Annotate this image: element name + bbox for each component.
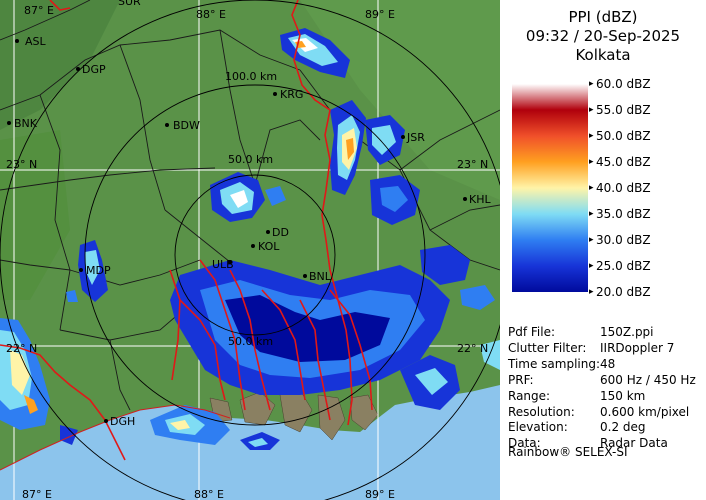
grid-label-89e-bottom: 89° E xyxy=(365,488,395,500)
legend-swatch xyxy=(512,214,588,240)
legend-label: 55.0 dBZ xyxy=(596,103,651,117)
grid-label-88e-top: 88° E xyxy=(196,8,226,21)
info-key: Pdf File: xyxy=(508,325,556,339)
legend-tick-icon: ▸ xyxy=(589,209,594,219)
place-label-asl: ASL xyxy=(25,35,47,48)
place-label-kol: KOL xyxy=(258,240,280,253)
legend-row: ▸ 25.0 dBZ xyxy=(512,259,702,292)
credit-text: Rainbow® SELEX-SI xyxy=(508,445,628,459)
legend-row: ▸ 20.0 dBZ xyxy=(512,285,702,318)
legend-label: 30.0 dBZ xyxy=(596,233,651,247)
terrain-shading xyxy=(300,0,500,200)
place-label-mdp: MDP xyxy=(86,264,111,277)
coastline xyxy=(0,404,231,471)
legend-tick-icon: ▸ xyxy=(589,131,594,141)
legend-swatch xyxy=(512,84,588,110)
place-label-ulb: ULB xyxy=(212,258,234,271)
terrain-shading xyxy=(0,0,120,130)
legend-tick-icon: ▸ xyxy=(589,105,594,115)
grid-label-sur: SUR xyxy=(118,0,141,8)
legend-tick-icon: ▸ xyxy=(589,183,594,193)
terrain-shading xyxy=(0,130,70,300)
place-label-jsr: JSR xyxy=(406,131,425,144)
info-key: Resolution: xyxy=(508,404,575,419)
range-rings xyxy=(0,0,500,500)
legend-tick-icon: ▸ xyxy=(589,235,594,245)
info-value: 0.600 km/pixel xyxy=(600,404,690,419)
legend-label: 40.0 dBZ xyxy=(596,181,651,195)
place-label-dgh: DGH xyxy=(110,415,135,428)
info-key: PRF: xyxy=(508,372,534,387)
legend-swatch xyxy=(512,162,588,188)
legend-row: ▸ 45.0 dBZ xyxy=(512,155,702,188)
range-label-100km: 100.0 km xyxy=(225,70,277,83)
place-label-dgp: DGP xyxy=(82,63,106,76)
legend-tick-icon: ▸ xyxy=(589,157,594,167)
grid-label-23n-right: 23° N xyxy=(457,158,488,171)
legend-label: 50.0 dBZ xyxy=(596,129,651,143)
legend-label: 35.0 dBZ xyxy=(596,207,651,221)
info-key: Range: xyxy=(508,388,551,403)
legend-swatch xyxy=(512,240,588,266)
place-label-bdw: BDW xyxy=(173,119,200,132)
legend-swatch xyxy=(512,110,588,136)
legend-row: ▸ 60.0 dBZ xyxy=(512,77,702,110)
range-label-50km: 50.0 km xyxy=(228,153,273,166)
legend-swatch xyxy=(512,188,588,214)
grid-label-22n-left: 22° N xyxy=(6,342,37,355)
info-value: 600 Hz / 450 Hz xyxy=(600,372,696,387)
legend-tick-icon: ▸ xyxy=(589,79,594,89)
info-value: 48 xyxy=(600,356,616,371)
range-label-50km-south: 50.0 km xyxy=(228,335,273,348)
district-boundaries xyxy=(0,0,500,411)
legend-row: ▸ 55.0 dBZ xyxy=(512,103,702,136)
legend-swatch xyxy=(512,266,588,292)
place-label-dd: DD xyxy=(272,226,289,239)
grid-label-87e-top: 87° E xyxy=(24,4,54,17)
datetime-title: 09:32 / 20-Sep-2025 xyxy=(525,27,681,45)
place-label-bnk: BNK xyxy=(14,117,38,130)
grid-label-22n-right: 22° N xyxy=(457,342,488,355)
radar-map: 100.0 km 50.0 km 50.0 km 87° E 88° E 89°… xyxy=(0,0,500,500)
info-value: 150Z.ppi xyxy=(600,325,654,339)
legend-tick-icon: ▸ xyxy=(589,287,594,297)
legend-row: ▸ 30.0 dBZ xyxy=(512,233,702,266)
legend-row: ▸ 40.0 dBZ xyxy=(512,181,702,214)
legend-label: 60.0 dBZ xyxy=(596,77,651,91)
product-title: PPI (dBZ) xyxy=(568,8,638,26)
legend-label: 20.0 dBZ xyxy=(596,285,651,299)
info-panel: PPI (dBZ) 09:32 / 20-Sep-2025 Kolkata ▸ 6… xyxy=(500,0,706,500)
grid-label-87e-bottom: 87° E xyxy=(22,488,52,500)
info-key: Time sampling: xyxy=(508,356,601,371)
legend-swatch xyxy=(512,136,588,162)
place-label-bnl: BNL xyxy=(309,270,332,283)
info-value: 150 km xyxy=(600,388,646,403)
info-key: Data: xyxy=(508,436,541,451)
legend-label: 25.0 dBZ xyxy=(596,259,651,273)
grid-label-23n-left: 23° N xyxy=(6,158,37,171)
station-title: Kolkata xyxy=(575,46,631,64)
info-key: Elevation: xyxy=(508,420,568,435)
legend-tick-icon: ▸ xyxy=(589,261,594,271)
grid-label-88e-bottom: 88° E xyxy=(194,488,224,500)
grid-label-89e-top: 89° E xyxy=(365,8,395,21)
legend-label: 45.0 dBZ xyxy=(596,155,651,169)
legend-row: ▸ 35.0 dBZ xyxy=(512,207,702,240)
place-markers xyxy=(7,39,467,423)
info-value: IIRDoppler 7 xyxy=(600,340,675,355)
place-label-khl: KHL xyxy=(469,193,491,206)
place-label-krg: KRG xyxy=(280,88,303,101)
info-key: Clutter Filter: xyxy=(508,340,587,355)
legend-row: ▸ 50.0 dBZ xyxy=(512,129,702,162)
info-value: 0.2 deg xyxy=(600,420,646,435)
info-value: Radar Data xyxy=(600,436,668,451)
